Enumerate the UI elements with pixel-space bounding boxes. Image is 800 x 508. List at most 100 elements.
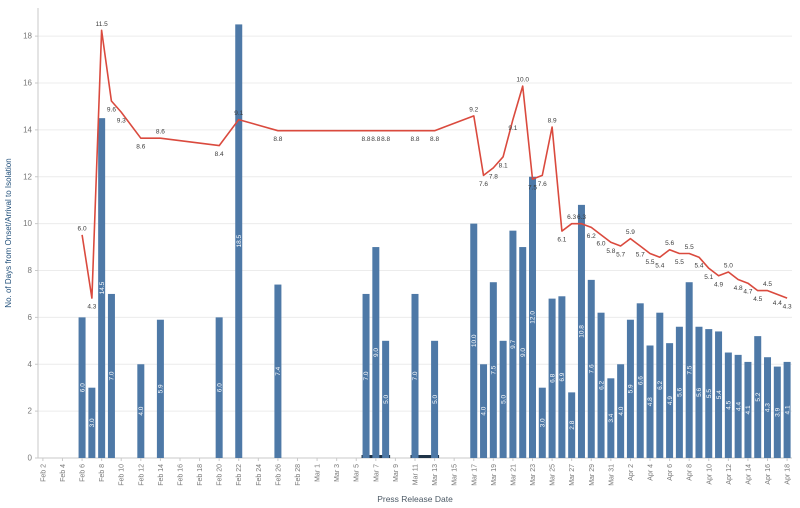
- bar-mark[interactable]: [274, 284, 282, 458]
- bar-value-label: 7.4: [275, 366, 282, 375]
- line-value-label: 4.3: [87, 304, 96, 311]
- average-line[interactable]: [81, 29, 788, 299]
- bar-mark[interactable]: [98, 118, 106, 458]
- line-value-label: 4.5: [763, 281, 772, 288]
- line-value-label: 5.4: [655, 263, 664, 270]
- bar-mark[interactable]: [715, 331, 723, 458]
- bar-mark[interactable]: [685, 282, 693, 458]
- x-tick-label: Mar 25: [550, 464, 557, 486]
- bar-mark[interactable]: [538, 387, 546, 458]
- bar-value-label: 5.6: [696, 387, 703, 396]
- y-tick-label: 16: [23, 79, 32, 88]
- bar-mark[interactable]: [362, 293, 370, 458]
- bar-mark[interactable]: [88, 387, 96, 458]
- bar-mark[interactable]: [235, 24, 243, 458]
- x-tick-label: Feb 28: [295, 464, 302, 486]
- bar-value-label: 5.5: [706, 389, 713, 398]
- line-value-label: 8.9: [548, 118, 557, 125]
- bar-value-label: 4.1: [784, 405, 791, 414]
- bar-value-label: 4.8: [647, 397, 654, 406]
- bar-value-label: 6.2: [598, 380, 605, 389]
- bar-mark[interactable]: [568, 392, 576, 458]
- bar-mark[interactable]: [636, 303, 644, 458]
- bar-mark[interactable]: [773, 366, 781, 458]
- bar-mark[interactable]: [587, 279, 595, 458]
- bar-mark[interactable]: [215, 317, 223, 458]
- x-tick-label: Mar 5: [354, 464, 361, 482]
- bar-mark[interactable]: [646, 345, 654, 459]
- bar-mark[interactable]: [607, 378, 615, 458]
- bar-mark[interactable]: [372, 247, 380, 458]
- bar-mark[interactable]: [705, 329, 713, 458]
- x-tick-label: Mar 29: [589, 464, 596, 486]
- y-tick-label: 10: [23, 219, 32, 228]
- bar-mark[interactable]: [783, 361, 791, 458]
- bar-mark[interactable]: [78, 317, 86, 458]
- line-value-label: 4.7: [743, 289, 752, 296]
- line-value-label: 8.4: [215, 151, 224, 158]
- bar-mark[interactable]: [411, 293, 419, 458]
- x-tick-label: Feb 6: [80, 464, 87, 482]
- y-tick-label: 6: [28, 313, 33, 322]
- bar-value-label: 5.6: [677, 387, 684, 396]
- bar-mark[interactable]: [597, 312, 605, 458]
- bar-mark[interactable]: [675, 326, 683, 458]
- line-value-label: 9.3: [117, 118, 126, 125]
- bar-mark[interactable]: [764, 357, 772, 458]
- bar-mark[interactable]: [519, 247, 527, 458]
- x-tick-label: Apr 18: [785, 464, 792, 485]
- bar-mark[interactable]: [558, 296, 566, 458]
- bar-mark[interactable]: [107, 293, 115, 458]
- bar-mark[interactable]: [137, 364, 145, 458]
- bar-mark[interactable]: [156, 319, 164, 458]
- bar-mark[interactable]: [626, 319, 634, 458]
- bar-mark[interactable]: [489, 282, 497, 458]
- bar-value-label: 5.0: [383, 395, 390, 404]
- bar-mark[interactable]: [577, 204, 585, 458]
- line-value-label: 7.8: [489, 173, 498, 180]
- bar-value-label: 5.4: [716, 390, 723, 399]
- bar-value-label: 7.6: [588, 364, 595, 373]
- line-value-label: 7.6: [479, 181, 488, 188]
- bar-value-label: 3.0: [89, 418, 96, 427]
- x-tick-label: Apr 12: [726, 464, 733, 485]
- line-value-label: 5.8: [606, 248, 615, 255]
- line-value-label: 4.4: [773, 300, 782, 307]
- bar-mark[interactable]: [724, 352, 732, 458]
- bar-mark[interactable]: [695, 326, 703, 458]
- bar-mark[interactable]: [656, 312, 664, 458]
- bar-mark[interactable]: [666, 343, 674, 458]
- line-value-label: 6.1: [557, 237, 566, 244]
- x-tick-label: Apr 4: [648, 464, 655, 481]
- bar-mark[interactable]: [617, 364, 625, 458]
- bar-mark[interactable]: [509, 230, 517, 458]
- line-value-label: 8.6: [136, 144, 145, 151]
- bar-value-label: 5.0: [500, 395, 507, 404]
- bar-mark[interactable]: [529, 176, 537, 458]
- bar-mark[interactable]: [754, 336, 762, 458]
- line-value-label: 6.3: [567, 214, 576, 221]
- bar-mark[interactable]: [499, 340, 507, 458]
- line-value-label: 6.0: [597, 240, 606, 247]
- y-axis-title: No. of Days from Onset/Arrival to Isolat…: [4, 158, 13, 307]
- line-value-label: 8.1: [499, 162, 508, 169]
- x-tick-label: Feb 22: [236, 464, 243, 486]
- line-value-label: 4.3: [783, 304, 792, 311]
- x-tick-label: Mar 11: [413, 464, 420, 485]
- x-tick-label: Apr 8: [687, 464, 694, 481]
- bar-value-label: 3.0: [539, 418, 546, 427]
- line-value-label: 5.9: [626, 229, 635, 236]
- bar-mark[interactable]: [548, 298, 556, 458]
- line-value-label: 8.6: [156, 129, 165, 136]
- x-tick-label: Feb 26: [275, 464, 282, 486]
- bar-mark[interactable]: [470, 223, 478, 458]
- bar-mark[interactable]: [734, 354, 742, 458]
- bar-mark[interactable]: [744, 361, 752, 458]
- bar-mark[interactable]: [480, 364, 488, 458]
- bar-mark[interactable]: [382, 340, 390, 458]
- baseline-mark[interactable]: [410, 455, 440, 458]
- bar-mark[interactable]: [431, 340, 439, 458]
- line-value-label: 4.5: [753, 296, 762, 303]
